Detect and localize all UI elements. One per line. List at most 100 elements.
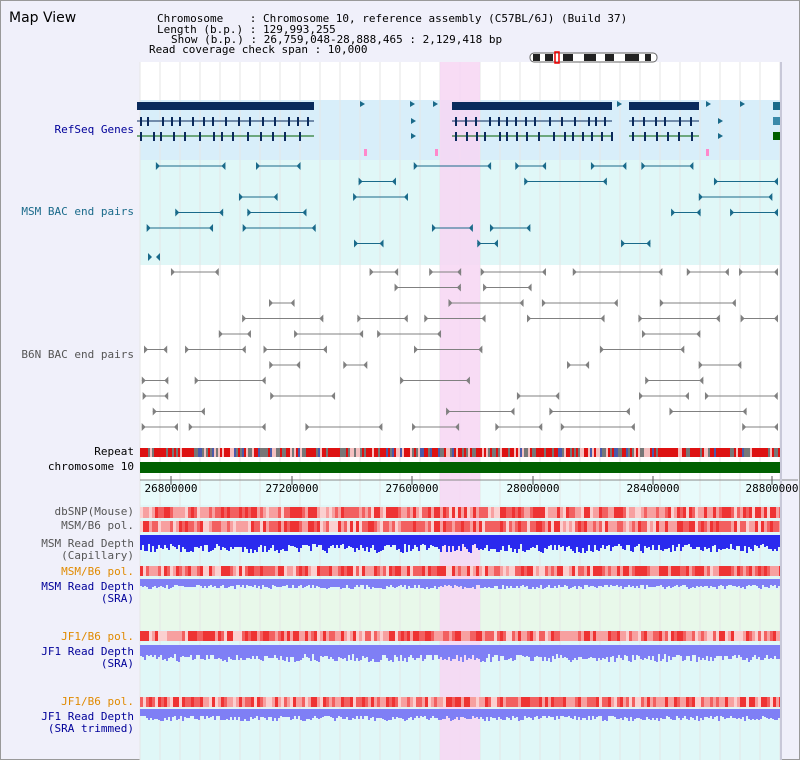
polymorphism-cell [602, 697, 605, 707]
depth-bar-msm-sra [428, 579, 430, 589]
polymorphism-cell [590, 697, 593, 707]
msm-bac-pair-end [242, 224, 247, 232]
polymorphism-cell [647, 566, 650, 576]
polymorphism-cell [425, 521, 428, 532]
depth-bar-jf1-sra [426, 645, 428, 655]
msm-read-depth-capillary-label[interactable]: MSM Read Depth [41, 537, 134, 550]
polymorphism-cell [746, 566, 749, 576]
depth-bar-capillary [672, 535, 674, 545]
refseq-exon [644, 132, 646, 141]
depth-bar-capillary [434, 535, 436, 547]
depth-bar-msm-sra [664, 579, 666, 589]
polymorphism-cell [533, 697, 536, 707]
polymorphism-cell [605, 631, 608, 641]
depth-bar-jf1-trimmed [756, 709, 758, 719]
jf1-read-depth-sra-label[interactable]: JF1 Read Depth [41, 645, 134, 658]
depth-bar-jf1-trimmed [314, 709, 316, 716]
polymorphism-cell [473, 566, 476, 576]
b6n-bac-label[interactable]: B6N BAC end pairs [21, 348, 134, 361]
depth-bar-jf1-sra [552, 645, 554, 656]
repeat-feature [456, 448, 458, 457]
depth-bar-jf1-trimmed [606, 709, 608, 721]
polymorphism-cell [647, 521, 650, 532]
polymorphism-cell [737, 507, 740, 518]
depth-bar-jf1-sra [262, 645, 264, 661]
msm-b6-pol-label[interactable]: MSM/B6 pol. [61, 519, 134, 532]
depth-bar-capillary [404, 535, 406, 544]
repeat-feature [548, 448, 550, 457]
b6n-bac-pair-end [152, 407, 157, 416]
polymorphism-cell [311, 521, 314, 532]
depth-bar-jf1-sra [142, 645, 144, 657]
repeat-feature [400, 448, 402, 457]
depth-bar-jf1-trimmed [594, 709, 596, 719]
polymorphism-cell [758, 521, 761, 532]
depth-bar-jf1-trimmed [390, 709, 392, 720]
polymorphism-cell [608, 631, 611, 641]
msm-read-depth-sra-label[interactable]: MSM Read Depth [41, 580, 134, 593]
jf1-read-depth-trimmed-label[interactable]: JF1 Read Depth [41, 710, 134, 723]
depth-bar-msm-sra [610, 579, 612, 585]
depth-bar-msm-sra [756, 579, 758, 586]
jf1-b6-pol-label[interactable]: JF1/B6 pol. [61, 630, 134, 643]
depth-bar-jf1-sra [606, 645, 608, 657]
msm-bac-pair-end [774, 177, 778, 186]
polymorphism-cell [365, 566, 368, 576]
depth-bar-capillary [756, 535, 758, 546]
polymorphism-cell [689, 631, 692, 641]
depth-bar-capillary [402, 535, 404, 553]
depth-bar-capillary [590, 535, 592, 551]
refseq-genes-label[interactable]: RefSeq Genes [54, 123, 134, 136]
repeat-feature [764, 448, 766, 457]
depth-bar-jf1-trimmed [492, 709, 494, 718]
depth-bar-jf1-trimmed [358, 709, 360, 719]
polymorphism-cell [740, 631, 743, 641]
depth-bar-capillary [520, 535, 522, 544]
polymorphism-cell [146, 631, 149, 641]
depth-bar-jf1-sra [742, 645, 744, 660]
depth-bar-jf1-sra [306, 645, 308, 657]
polymorphism-cell [566, 521, 569, 532]
polymorphism-cell [176, 631, 179, 641]
polymorphism-cell [140, 631, 143, 641]
b6n-bac-pair-end [731, 299, 736, 307]
msm-bac-label[interactable]: MSM BAC end pairs [21, 205, 134, 218]
polymorphism-cell [695, 697, 698, 707]
repeat-feature [322, 448, 324, 457]
depth-bar-capillary [206, 535, 208, 545]
polymorphism-cell [662, 697, 665, 707]
depth-bar-capillary [542, 535, 544, 553]
depth-bar-jf1-trimmed [244, 709, 246, 719]
repeat-feature [238, 448, 240, 457]
repeat-feature [608, 448, 610, 457]
polymorphism-cell [431, 521, 434, 532]
polymorphism-cell [260, 566, 263, 576]
polymorphism-cell [353, 521, 356, 532]
depth-bar-capillary [510, 535, 512, 548]
repeat-feature [534, 448, 536, 457]
depth-bar-jf1-trimmed [744, 709, 746, 721]
depth-bar-capillary [172, 535, 174, 546]
depth-bar-jf1-sra [248, 645, 250, 658]
polymorphism-cell [404, 631, 407, 641]
depth-bar-jf1-trimmed [612, 709, 614, 716]
depth-bar-jf1-trimmed [238, 709, 240, 717]
b6n-bac-pair-end [549, 407, 554, 416]
refseq-exon [466, 132, 468, 141]
polymorphism-cell [578, 521, 581, 532]
repeat-feature [754, 448, 756, 457]
depth-bar-jf1-sra [496, 645, 498, 655]
dbsnp-label[interactable]: dbSNP(Mouse) [54, 505, 134, 518]
polymorphism-cell [332, 631, 335, 641]
polymorphism-cell [338, 507, 341, 518]
polymorphism-cell [776, 507, 779, 518]
polymorphism-cell [518, 521, 521, 532]
depth-bar-jf1-trimmed [590, 709, 592, 720]
msm-b6-pol-label-2[interactable]: MSM/B6 pol. [61, 565, 134, 578]
repeat-feature [546, 448, 548, 457]
repeat-feature [466, 448, 468, 457]
msm-bac-pair-end [156, 253, 160, 261]
repeat-feature [244, 448, 246, 457]
polymorphism-cell [230, 697, 233, 707]
jf1-b6-pol-label-2[interactable]: JF1/B6 pol. [61, 695, 134, 708]
